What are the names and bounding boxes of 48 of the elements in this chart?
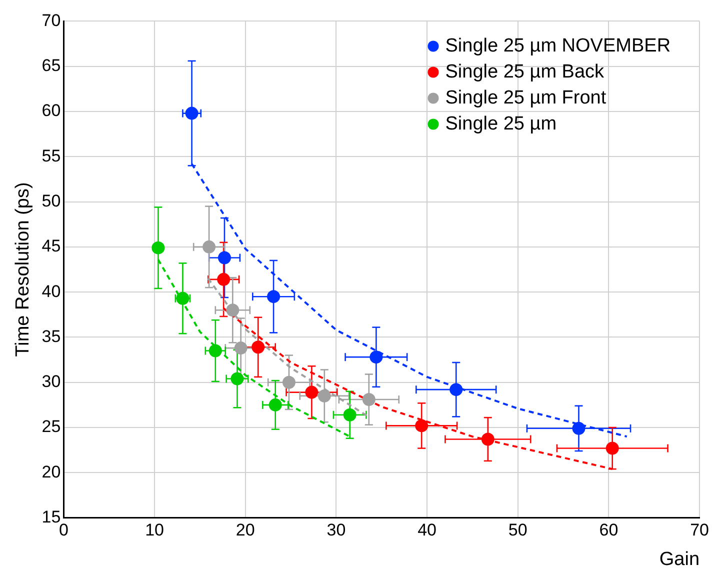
x-tick-label: 30 [326,520,346,540]
x-tick-label: 50 [508,520,528,540]
y-tick-label: 40 [42,282,61,301]
y-tick-label: 45 [42,236,61,256]
y-tick-label: 50 [42,191,61,210]
y-tick-label: 70 [42,10,61,30]
point [343,408,356,422]
y-tick-label: 30 [42,372,61,392]
point [226,304,240,317]
point [318,389,331,402]
y-tick-label: 55 [42,146,61,166]
y-tick-label: 20 [42,462,61,482]
point [415,419,428,432]
point [282,376,296,389]
point [268,398,282,412]
point [217,272,230,286]
point [572,422,586,435]
point [185,106,198,120]
point [252,340,265,354]
y-tick-label: 25 [42,417,61,436]
y-tick-label: 35 [42,326,61,346]
x-tick-label: 60 [599,520,618,540]
legend-label: Single 25 µm [445,113,557,134]
point [202,240,216,254]
point [305,386,318,399]
x-axis-title: Gain [659,548,700,570]
point [481,432,494,446]
legend-label: Single 25 µm Back [445,61,605,82]
point [234,342,248,355]
legend-label: Single 25 µm Front [445,87,607,108]
point [208,344,222,358]
x-tick-label: 0 [58,520,68,540]
point [230,372,244,386]
y-tick-label: 65 [42,56,61,76]
point [218,251,231,264]
y-axis-title: Time Resolution (ps) [12,182,34,357]
point [362,393,376,406]
x-tick-label: 40 [418,520,437,540]
point [606,442,619,455]
x-tick-label: 10 [145,520,164,540]
x-tick-label: 20 [236,520,255,540]
point [450,383,463,396]
y-tick-label: 60 [42,101,61,120]
legend-label: Single 25 µm NOVEMBER [445,35,671,56]
point [370,350,383,364]
x-tick-label: 70 [690,520,710,540]
point [267,290,280,304]
y-tick-label: 15 [42,507,61,526]
